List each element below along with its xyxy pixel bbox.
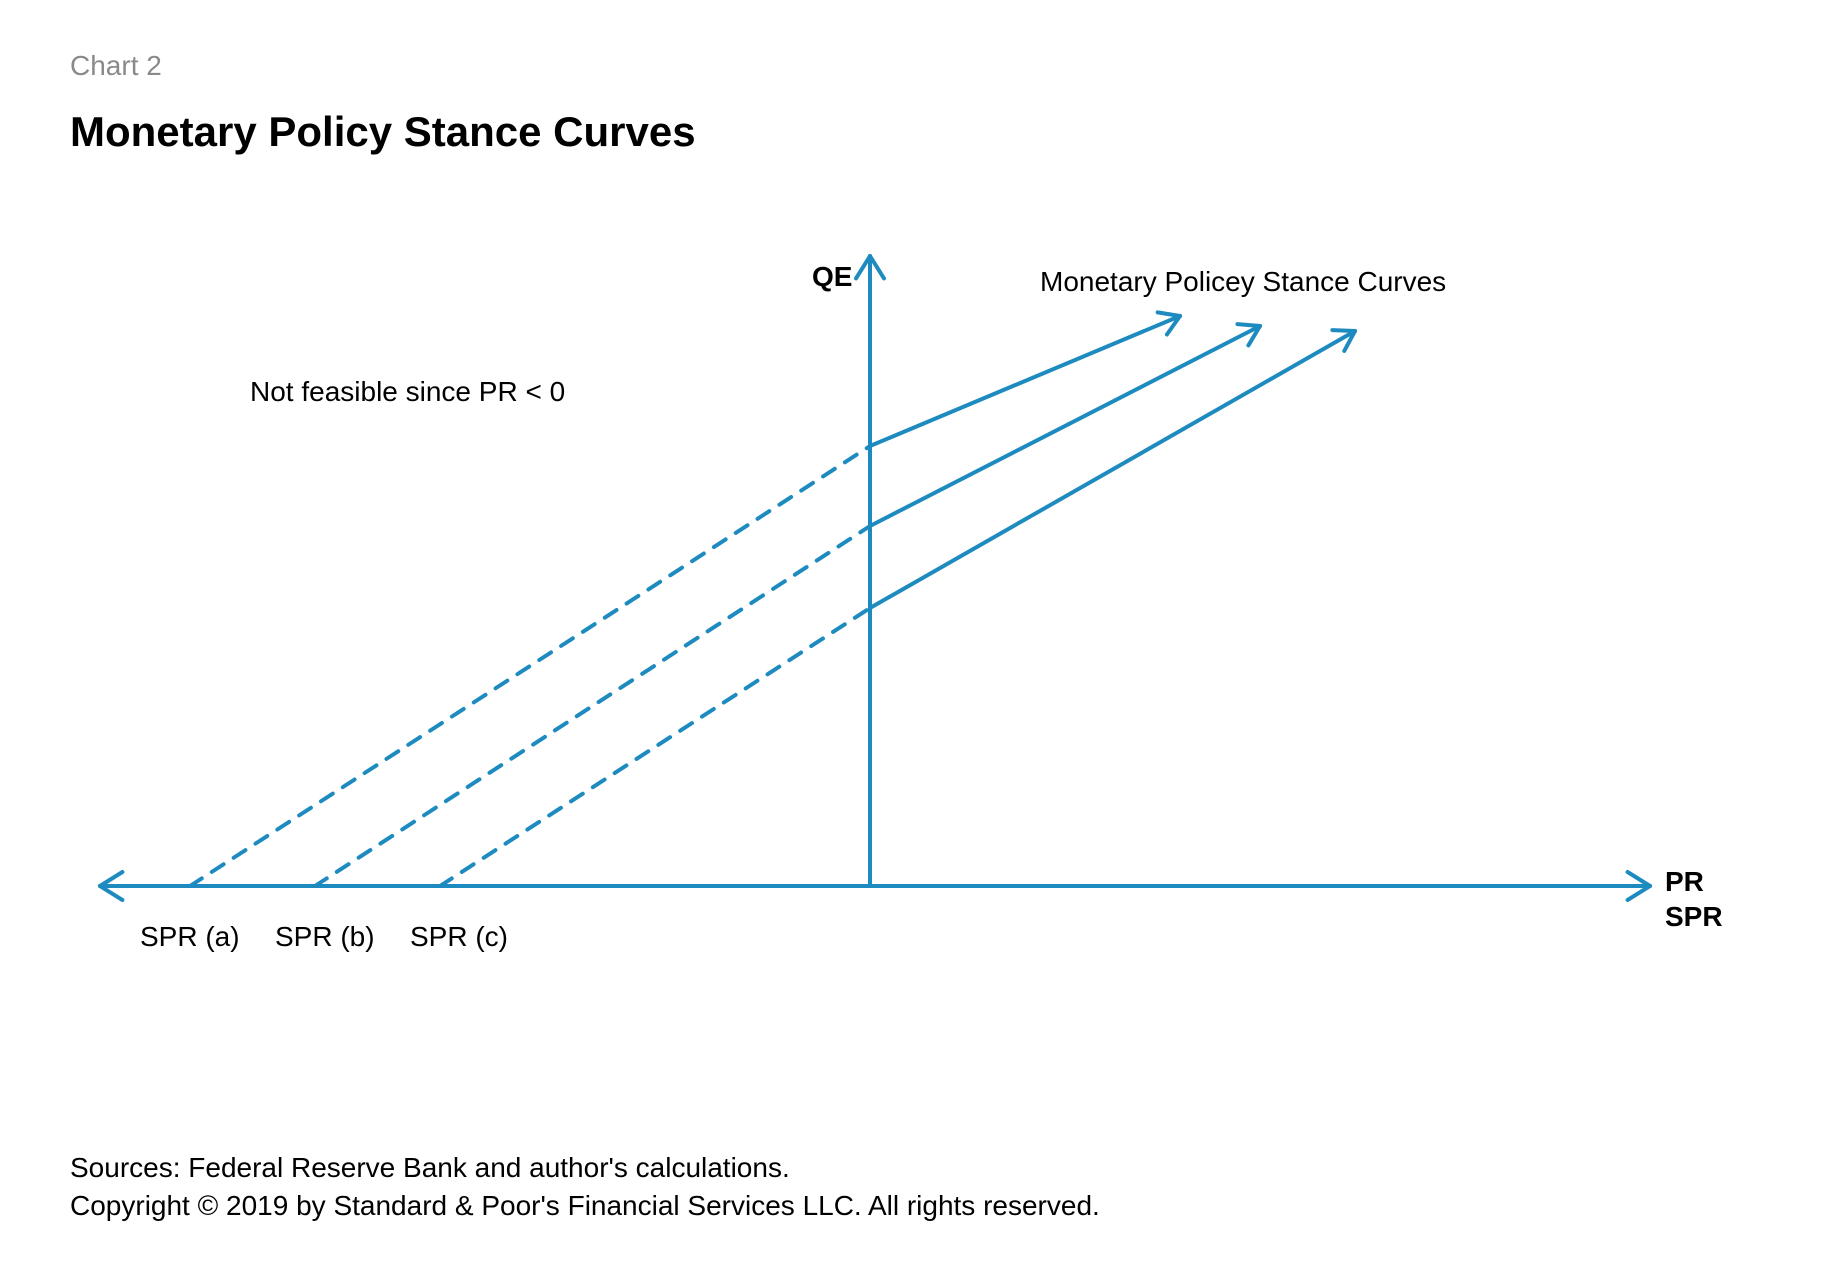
spr-c-label: SPR (c) — [410, 921, 508, 953]
spr-axis-label: SPR — [1665, 901, 1723, 933]
sources-line: Sources: Federal Reserve Bank and author… — [70, 1149, 1100, 1187]
pr-axis-label: PR — [1665, 866, 1704, 898]
left-region-note: Not feasible since PR < 0 — [250, 376, 565, 408]
diagram-area: QE PR SPR Monetary Policey Stance Curves… — [70, 166, 1750, 1066]
chart-title: Monetary Policy Stance Curves — [70, 108, 1759, 156]
curves-caption: Monetary Policey Stance Curves — [1040, 266, 1446, 298]
footer: Sources: Federal Reserve Bank and author… — [70, 1149, 1100, 1225]
qe-axis-label: QE — [812, 261, 852, 293]
copyright-line: Copyright © 2019 by Standard & Poor's Fi… — [70, 1187, 1100, 1225]
spr-a-label: SPR (a) — [140, 921, 240, 953]
spr-b-label: SPR (b) — [275, 921, 375, 953]
page: Chart 2 Monetary Policy Stance Curves QE… — [0, 0, 1829, 1285]
chart-number: Chart 2 — [70, 50, 1759, 82]
